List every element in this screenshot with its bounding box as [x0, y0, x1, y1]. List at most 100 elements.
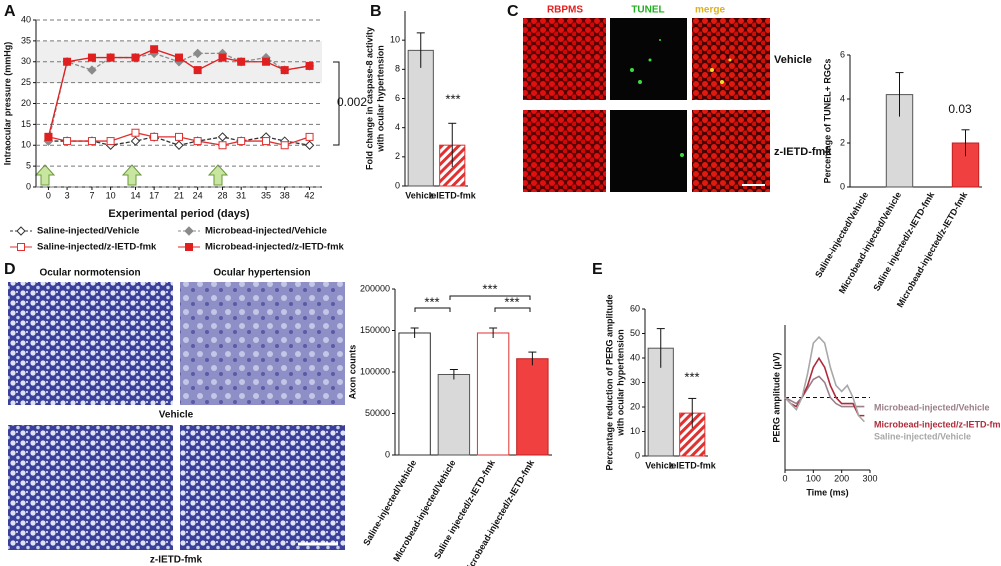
annotation: ***: [482, 281, 497, 296]
row-label: z-IETD-fmk: [150, 555, 203, 566]
y-tick-label: 10: [630, 426, 640, 436]
y-tick-label: 25: [21, 77, 31, 87]
marker: [131, 128, 140, 137]
x-tick-label: 35: [261, 190, 271, 200]
annotation: ***: [445, 91, 460, 106]
y-tick-label: 35: [21, 35, 31, 45]
y-tick-label: 30: [21, 56, 31, 66]
x-tick-label: 3: [65, 190, 70, 200]
series-line: [784, 375, 865, 408]
legend-label: Microbead-injected/Vehicle: [205, 226, 327, 237]
annotation: ***: [684, 369, 699, 384]
y-axis-label: PERG amplitude (µV): [771, 352, 781, 442]
micrograph: [610, 18, 687, 100]
x-tick-label: 31: [236, 190, 246, 200]
x-tick-label: 14: [130, 190, 140, 200]
channel-label: RBPMS: [547, 5, 583, 16]
x-tick-label: 0: [782, 473, 787, 483]
marker: [131, 53, 140, 62]
marker: [44, 132, 53, 141]
micrograph: [8, 282, 173, 405]
x-tick-label: 10: [106, 190, 116, 200]
marker: [237, 57, 246, 66]
y-tick-label: 30: [630, 377, 640, 387]
y-tick-label: 20: [630, 401, 640, 411]
column-label: Ocular normotension: [39, 268, 140, 279]
marker: [280, 66, 289, 75]
y-tick-label: 4: [395, 122, 400, 132]
marker: [185, 243, 193, 251]
marker: [174, 140, 184, 150]
y-tick-label: 100000: [360, 366, 390, 376]
y-tick-label: 6: [395, 93, 400, 103]
y-tick-label: 15: [21, 119, 31, 129]
micrograph: [180, 282, 345, 405]
y-tick-label: 150000: [360, 325, 390, 335]
bar: [476, 332, 510, 456]
x-tick-label: Saline injected/z-IETD-fmk: [871, 189, 936, 292]
tunel-dot: [680, 153, 684, 157]
x-tick-label: Microbead-injected/z-IETD-fmk: [462, 457, 537, 566]
series-line: [784, 335, 865, 423]
y-axis-label: Intraocular pressure (mmHg): [2, 42, 12, 166]
marker: [305, 132, 314, 141]
x-tick-label: 17: [149, 190, 159, 200]
y-tick-label: 8: [395, 64, 400, 74]
x-axis-label: Experimental period (days): [108, 208, 250, 220]
brackets: [414, 295, 531, 312]
x-tick-label: Vehicle: [405, 190, 436, 200]
y-tick-label: 0: [635, 450, 640, 460]
y-tick-label: 5: [26, 161, 31, 171]
legend-label: Saline-injected/Vehicle: [874, 431, 971, 441]
marker: [262, 137, 271, 146]
bar: [437, 373, 471, 456]
annotation: 0.002: [337, 95, 367, 109]
column-label: Ocular hypertension: [213, 268, 310, 279]
marker: [150, 132, 159, 141]
x-tick-label: z-IETD-fmk: [429, 190, 477, 200]
x-tick-label: 7: [89, 190, 94, 200]
y-axis-label: with ocular hypertension: [615, 329, 625, 437]
annotation: 0.03: [948, 102, 972, 116]
panel-label: E: [592, 261, 603, 278]
panel-label: A: [4, 3, 16, 20]
micrograph: [180, 425, 345, 550]
y-axis-label: with ocular hypertension: [375, 45, 385, 153]
marker: [184, 226, 194, 236]
x-tick-label: 0: [46, 190, 51, 200]
x-tick-label: 21: [174, 190, 184, 200]
y-tick-label: 0: [395, 180, 400, 190]
y-tick-label: 6: [840, 49, 845, 59]
y-tick-label: 40: [630, 352, 640, 362]
marker: [63, 137, 72, 146]
x-tick-label: 28: [218, 190, 228, 200]
marker: [106, 137, 115, 146]
marker: [218, 141, 227, 150]
marker: [63, 57, 72, 66]
marker: [150, 45, 159, 54]
row-label: Vehicle: [774, 54, 812, 66]
annotation: ***: [504, 294, 519, 309]
y-tick-label: 4: [840, 93, 845, 103]
y-tick-label: 50: [630, 328, 640, 338]
y-tick-label: 50000: [365, 408, 390, 418]
injection-arrows: [34, 164, 229, 186]
x-tick-label: 100: [806, 473, 821, 483]
y-axis-label: Percentage reduction of PERG amplitude: [604, 294, 614, 470]
marker: [237, 137, 246, 146]
marker: [175, 132, 183, 141]
channel-label: merge: [695, 5, 725, 16]
panel-label: D: [4, 261, 16, 278]
y-tick-label: 10: [390, 35, 400, 45]
x-tick-label: 38: [280, 190, 290, 200]
tunel-dots: [630, 39, 661, 84]
x-tick-label: Vehicle: [645, 460, 676, 470]
x-tick-label: Microbead-injected/z-IETD-fmk: [895, 189, 970, 309]
micrograph: [8, 425, 173, 550]
marker: [17, 243, 25, 251]
bracket: [333, 61, 340, 146]
marker: [217, 132, 228, 142]
bar: [398, 332, 431, 456]
marker: [280, 141, 289, 150]
